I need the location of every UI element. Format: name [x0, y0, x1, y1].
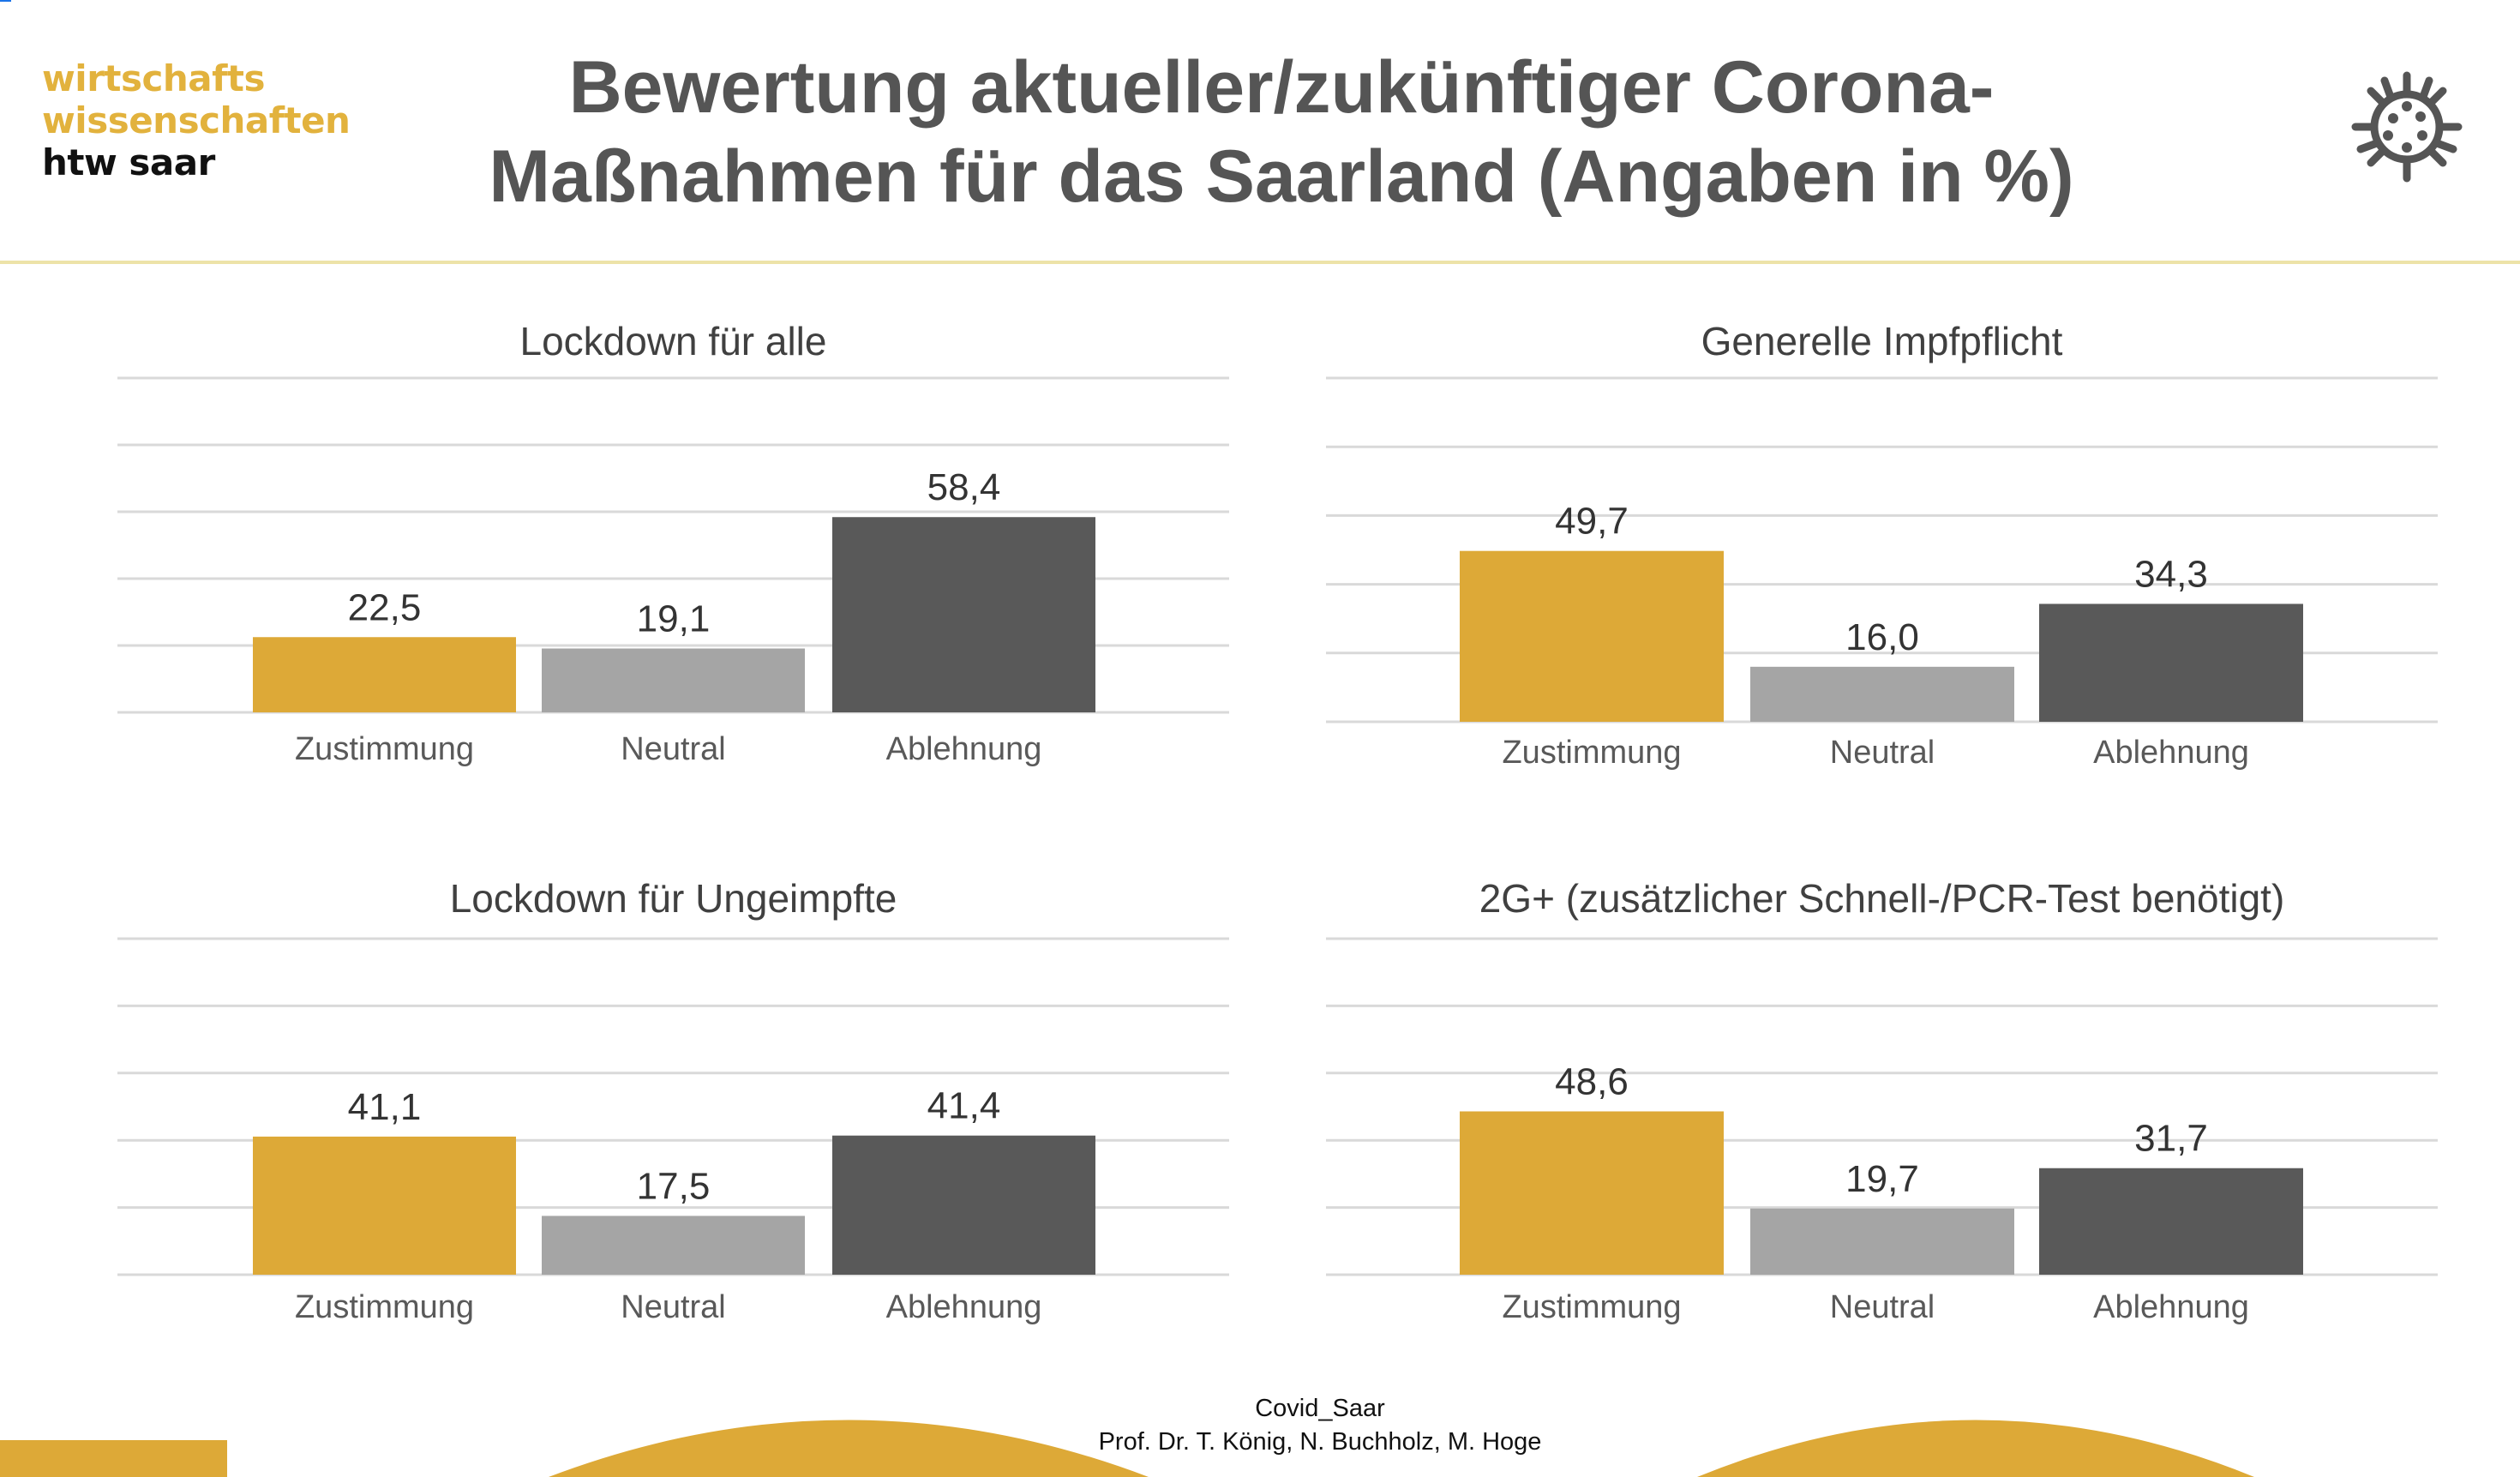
category-label: Neutral — [621, 731, 726, 767]
data-label: 22,5 — [348, 586, 422, 628]
footer-project: Covid_Saar — [1255, 1395, 1385, 1422]
bar-zustimmung — [253, 637, 516, 712]
footer-arc-left — [549, 1420, 1149, 1477]
data-label: 17,5 — [637, 1165, 711, 1207]
category-label: Ablehnung — [2093, 1289, 2249, 1325]
category-label: Ablehnung — [886, 731, 1042, 767]
page-title-line-1: Bewertung aktueller/zukünftiger Corona- — [568, 46, 1995, 129]
category-label: Neutral — [1830, 1289, 1935, 1325]
chart-panel: Lockdown für alle 22,5 Zustimmung 19,1 Neutr… — [117, 319, 1229, 767]
data-label: 34,3 — [2134, 553, 2208, 595]
data-label: 16,0 — [1845, 616, 1919, 658]
page-title-line-2: Maßnahmen für das Saarland (Angaben in %… — [489, 135, 2074, 218]
data-label: 49,7 — [1555, 501, 1629, 543]
data-label: 31,7 — [2134, 1118, 2208, 1160]
category-label: Ablehnung — [2093, 735, 2249, 771]
bar-neutral — [542, 1216, 805, 1275]
bar-ablehnung — [2039, 1168, 2303, 1275]
data-label: 41,1 — [348, 1086, 422, 1128]
data-label: 58,4 — [927, 466, 1001, 508]
chart-title: Lockdown für Ungeimpfte — [450, 876, 897, 921]
bar-neutral — [1750, 666, 2014, 722]
logo-line-wirtschafts: wirtschafts — [42, 57, 265, 99]
category-label: Neutral — [1830, 735, 1935, 771]
logo-line-htw-saar: htw saar — [42, 141, 215, 183]
category-label: Zustimmung — [295, 1289, 474, 1325]
bar-zustimmung — [1460, 550, 1724, 722]
category-label: Zustimmung — [1502, 735, 1681, 771]
chart-title: Lockdown für alle — [520, 319, 827, 363]
chart-panel: 2G+ (zusätzlicher Schnell-/PCR-Test benö… — [1326, 876, 2438, 1325]
bar-ablehnung — [832, 517, 1095, 712]
chart-title: 2G+ (zusätzlicher Schnell-/PCR-Test benö… — [1479, 876, 2285, 921]
bar-zustimmung — [1460, 1111, 1724, 1275]
page-title: Bewertung aktueller/zukünftiger Corona- … — [360, 43, 2203, 221]
bar-ablehnung — [832, 1135, 1095, 1275]
data-label: 41,4 — [927, 1085, 1001, 1127]
data-label: 19,7 — [1845, 1158, 1919, 1200]
chart-panel: Lockdown für Ungeimpfte 41,1 Zustimmung 17,… — [117, 876, 1229, 1325]
logo-line-wissenschaften: wissenschaften — [42, 99, 351, 141]
virus-icon — [2351, 71, 2463, 183]
footer: Covid_Saar Prof. Dr. T. König, N. Buchho… — [857, 1392, 1783, 1459]
header-divider — [0, 261, 2520, 264]
category-label: Zustimmung — [1502, 1289, 1681, 1325]
bar-neutral — [542, 648, 805, 712]
footer-accent-bar — [0, 1440, 227, 1477]
category-label: Neutral — [621, 1289, 726, 1325]
footer-arc-right — [1697, 1420, 2254, 1477]
bar-ablehnung — [2039, 603, 2303, 722]
bar-zustimmung — [253, 1136, 516, 1275]
category-label: Zustimmung — [295, 731, 474, 767]
corner-mark — [0, 0, 11, 2]
category-label: Ablehnung — [886, 1289, 1042, 1325]
chart-title: Generelle Impfpflicht — [1701, 319, 2063, 363]
chart-panel: Generelle Impfpflicht 49,7 Zustimmung 16,0 N… — [1326, 319, 2438, 771]
footer-authors: Prof. Dr. T. König, N. Buchholz, M. Hoge — [1098, 1428, 1542, 1456]
data-label: 19,1 — [637, 598, 711, 640]
data-label: 48,6 — [1555, 1060, 1629, 1102]
bar-neutral — [1750, 1208, 2014, 1275]
